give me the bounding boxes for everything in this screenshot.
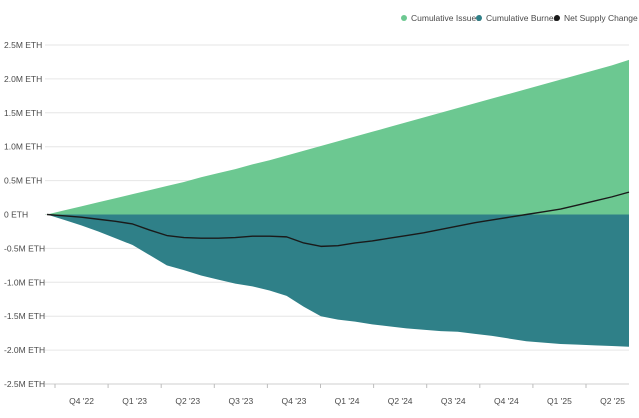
x-tick-label: Q1 '23: [122, 396, 147, 406]
x-tick-label: Q4 '23: [282, 396, 307, 406]
legend-label: Cumulative Issued: [411, 13, 481, 23]
cumulative-burned-area: [47, 214, 629, 347]
y-tick-label: 1.5M ETH: [4, 108, 42, 118]
x-tick-label: Q3 '24: [441, 396, 466, 406]
legend-marker: [476, 15, 482, 21]
y-tick-label: 0.5M ETH: [4, 176, 42, 186]
y-tick-label: -1.5M ETH: [4, 311, 45, 321]
x-tick-label: Q2 '25: [600, 396, 625, 406]
cumulative-issued-area: [47, 59, 629, 215]
y-tick-label: -0.5M ETH: [4, 243, 45, 253]
x-tick-label: Q1 '24: [335, 396, 360, 406]
y-tick-label: -2.0M ETH: [4, 345, 45, 355]
net-supply-change-line: [46, 191, 630, 248]
legend-label: Net Supply Change: [564, 13, 638, 23]
x-tick-label: Q3 '23: [228, 396, 253, 406]
axis-labels: 2.5M ETH 2.0M ETH 1.5M ETH 1.0M ETH 0.5M ETH…: [4, 40, 629, 406]
legend-marker: [401, 15, 407, 21]
legend-label: Cumulative Burned: [486, 13, 559, 23]
y-tick-label: 2.5M ETH: [4, 40, 42, 50]
y-tick-label: 1.0M ETH: [4, 142, 42, 152]
y-tick-label: -1.0M ETH: [4, 277, 45, 287]
x-tick-label: Q4 '22: [69, 396, 94, 406]
chart-legend: Cumulative Issued Cumulative Burned Net Su…: [401, 13, 638, 23]
series-areas: [47, 59, 629, 347]
x-tick-label: Q1 '25: [547, 396, 572, 406]
x-tick-label: Q2 '23: [175, 396, 200, 406]
y-tick-label: -2.5M ETH: [4, 379, 45, 389]
y-tick-label: 0 ETH: [4, 210, 28, 220]
legend-marker: [554, 15, 560, 21]
x-tick-label: Q4 '24: [494, 396, 519, 406]
x-tick-label: Q2 '24: [388, 396, 413, 406]
series-lines: [46, 191, 630, 248]
y-tick-label: 2.0M ETH: [4, 74, 42, 84]
